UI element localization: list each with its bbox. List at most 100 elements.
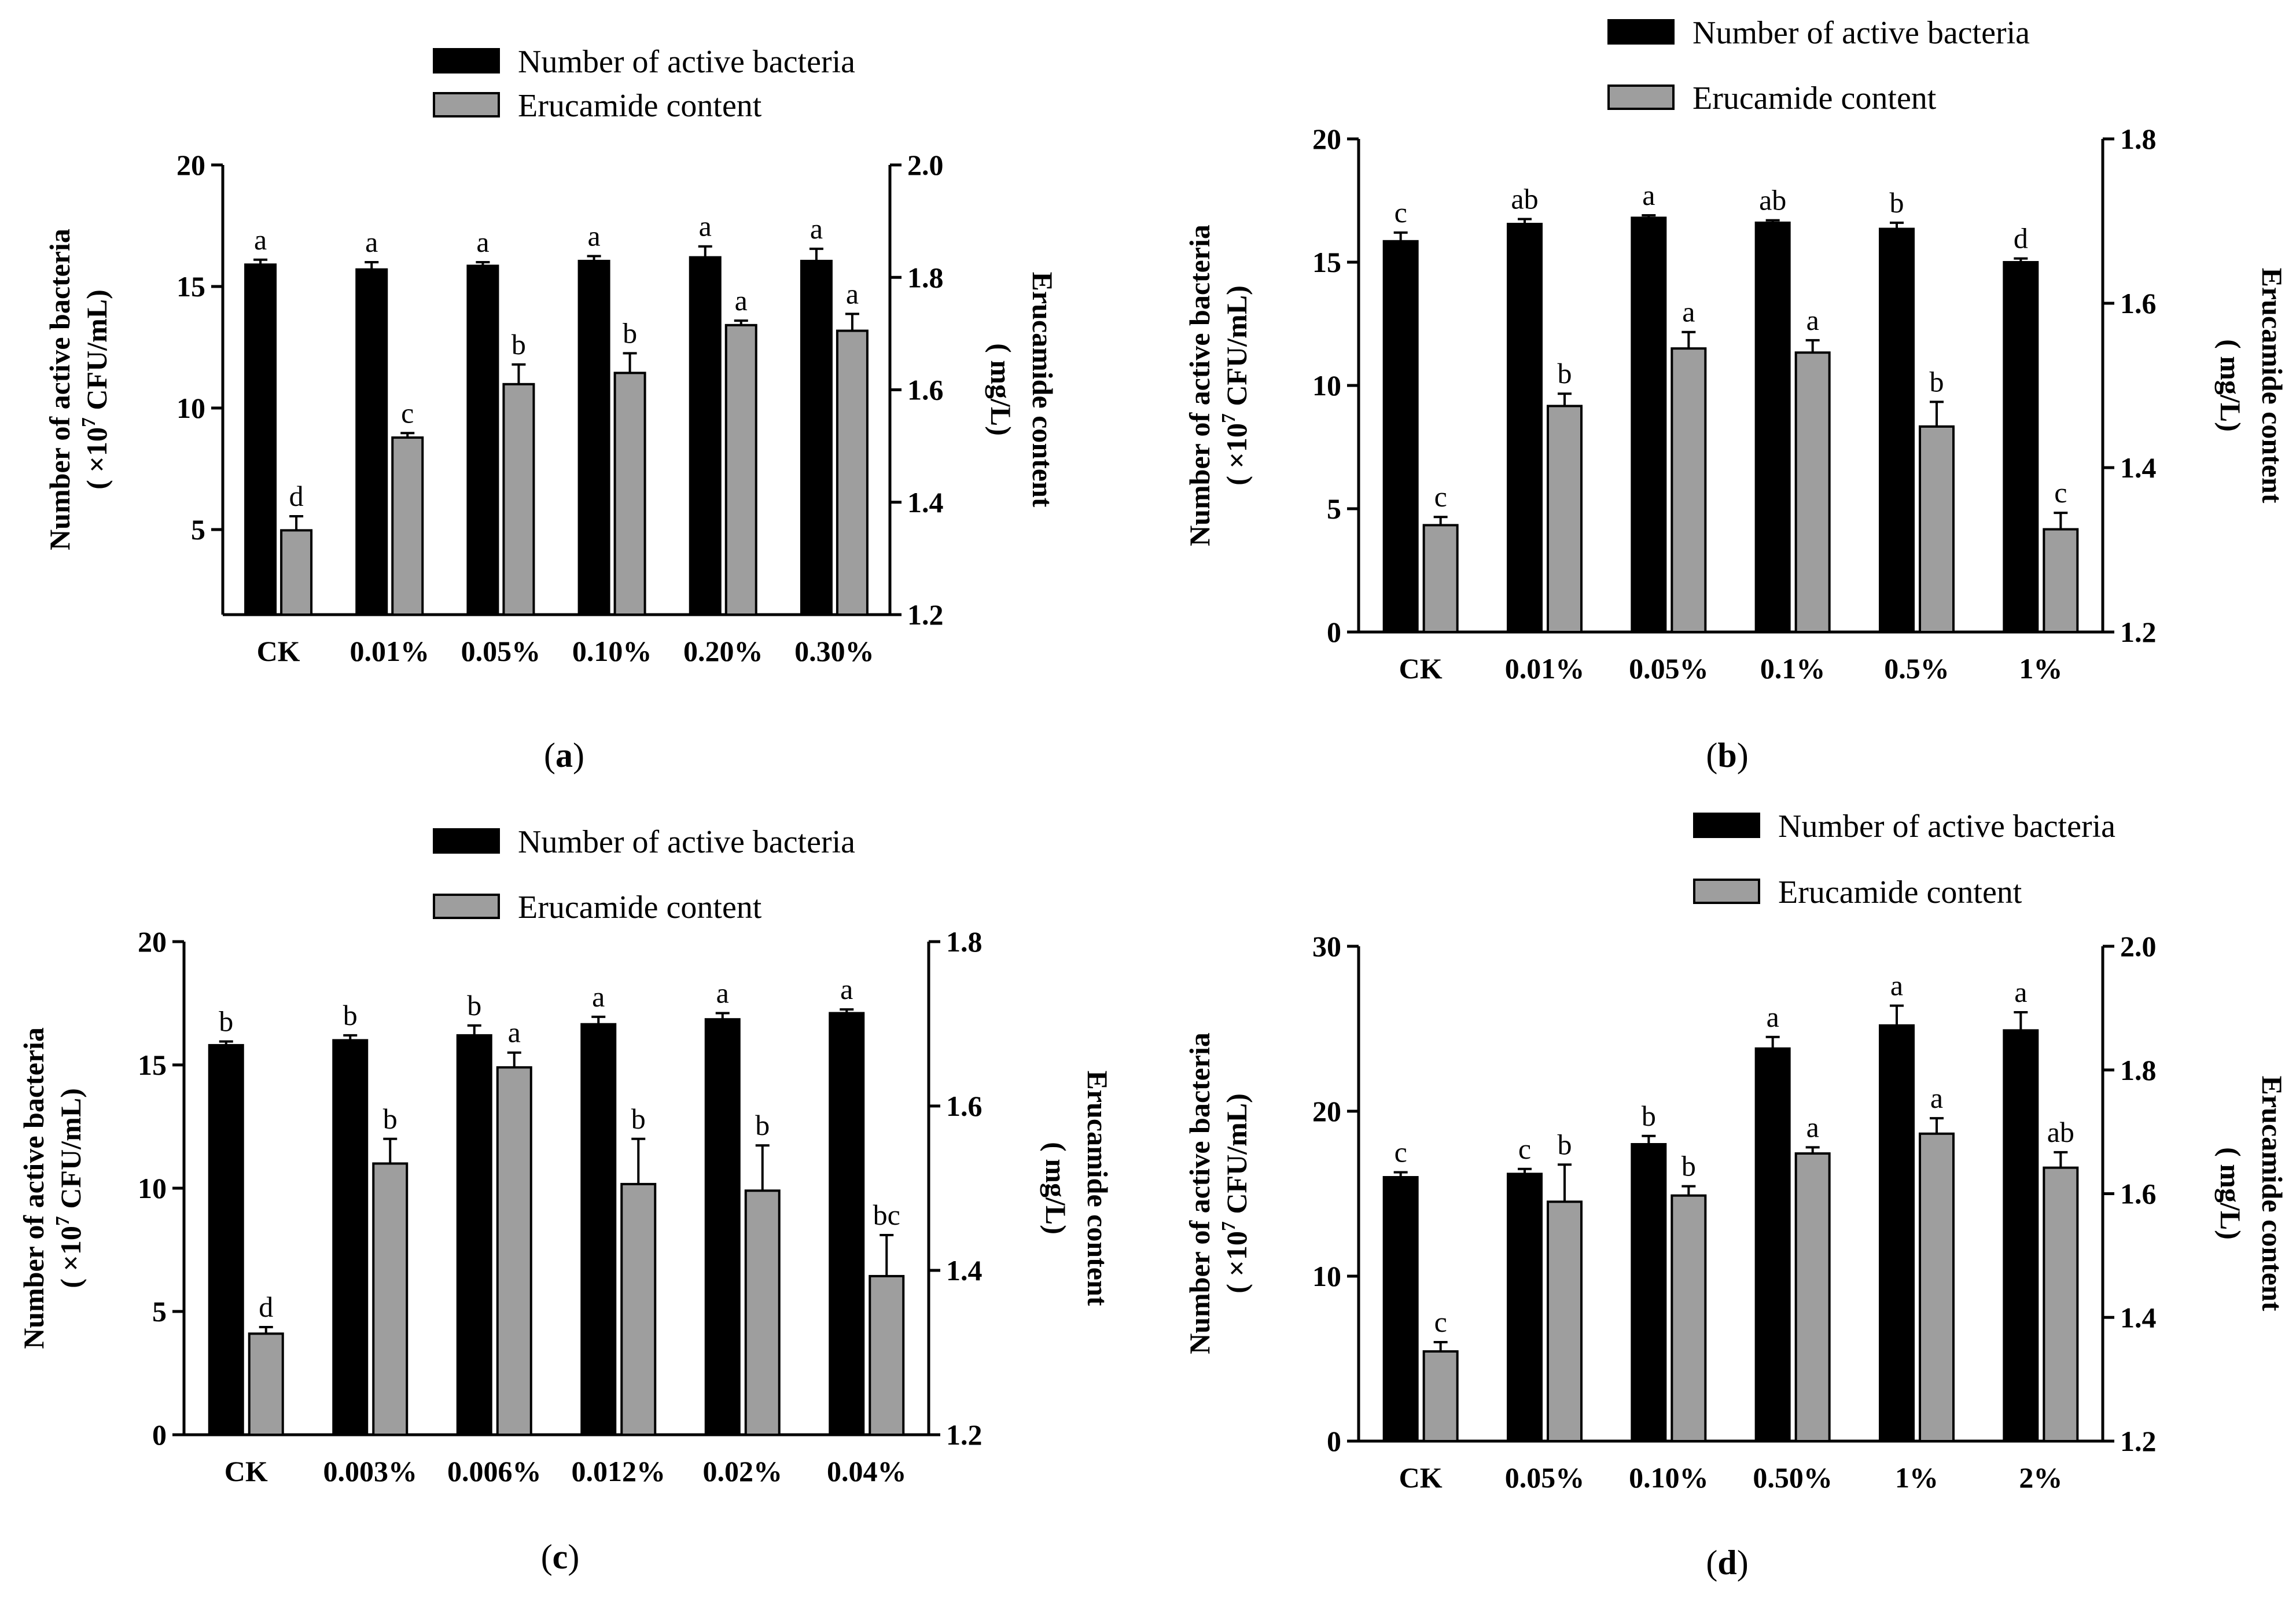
bar-erucamide bbox=[1422, 1350, 1459, 1442]
bar-erucamide bbox=[280, 529, 313, 616]
significance-letter-erucamide: a bbox=[735, 284, 748, 317]
significance-letter-bacteria: c bbox=[1394, 196, 1407, 229]
y-axis-left-label: Number of active bacteria( ×107 CFU/mL) bbox=[1183, 225, 1253, 546]
significance-letter-erucamide: b bbox=[1558, 1128, 1572, 1160]
significance-letter-bacteria: a bbox=[2014, 976, 2027, 1008]
bar-erucamide bbox=[1794, 1152, 1831, 1442]
bar-erucamide bbox=[391, 436, 424, 616]
bar-active-bacteria bbox=[208, 1043, 244, 1436]
y-left-label-line2: ( ×107 CFU/mL) bbox=[78, 289, 113, 489]
significance-letter-bacteria: d bbox=[2014, 222, 2028, 255]
y-right-label-line2: ( mg/L) bbox=[2214, 339, 2247, 432]
y-right-tick-label: 1.6 bbox=[946, 1090, 983, 1122]
significance-letter-bacteria: a bbox=[592, 980, 605, 1013]
significance-letter-bacteria: b bbox=[467, 989, 481, 1022]
x-tick-label: 0.006% bbox=[447, 1455, 542, 1487]
y-right-label-line2: ( mg/L) bbox=[2214, 1147, 2247, 1240]
significance-letter-erucamide: b bbox=[631, 1103, 646, 1135]
bar-erucamide bbox=[613, 372, 646, 616]
x-tick-label: 1% bbox=[2019, 652, 2062, 685]
bar-active-bacteria bbox=[2003, 1029, 2039, 1442]
x-tick-label: 0.30% bbox=[794, 635, 874, 667]
y-left-label-line1: Number of active bacteria bbox=[1183, 225, 1216, 546]
significance-letter-erucamide: d bbox=[289, 480, 304, 512]
y-right-tick-label: 1.4 bbox=[2120, 1301, 2157, 1333]
legend-label-bacteria: Number of active bacteria bbox=[518, 44, 855, 80]
bar-active-bacteria bbox=[689, 256, 722, 616]
bar-erucamide bbox=[2043, 528, 2079, 633]
bar-active-bacteria bbox=[1631, 216, 1667, 633]
y-axis-right-label: Erucamide content ( mg/L) bbox=[1040, 1071, 1114, 1306]
legend-swatch-bacteria bbox=[1607, 19, 1675, 45]
bar-erucamide bbox=[1547, 1200, 1583, 1443]
y-right-label-line1: Erucamide content bbox=[1081, 1071, 1114, 1306]
significance-letter-bacteria: a bbox=[840, 973, 853, 1005]
panel-label: (c) bbox=[541, 1538, 580, 1576]
significance-letter-erucamide: a bbox=[846, 277, 859, 310]
significance-letter-erucamide: b bbox=[1558, 357, 1572, 390]
y-left-tick-label: 20 bbox=[176, 149, 205, 181]
legend-swatch-erucamide bbox=[1693, 879, 1760, 904]
bar-active-bacteria bbox=[1631, 1143, 1667, 1442]
y-left-tick-label: 30 bbox=[1312, 930, 1341, 962]
bar-erucamide bbox=[248, 1332, 284, 1436]
y-axis-right-label: Erucamide content ( mg/L) bbox=[985, 272, 1059, 508]
significance-letter-erucamide: c bbox=[2054, 476, 2067, 509]
significance-letter-erucamide: c bbox=[1434, 480, 1447, 513]
y-right-tick-label: 2.0 bbox=[2120, 930, 2157, 962]
significance-letter-bacteria: b bbox=[1890, 186, 1904, 219]
y-right-tick-label: 1.6 bbox=[907, 374, 944, 406]
significance-letter-bacteria: a bbox=[587, 220, 600, 252]
bar-erucamide bbox=[502, 383, 535, 616]
bar-erucamide bbox=[620, 1182, 657, 1436]
bar-erucamide bbox=[724, 324, 757, 616]
significance-letter-bacteria: a bbox=[1890, 969, 1903, 1002]
bar-active-bacteria bbox=[1754, 221, 1791, 633]
bar-active-bacteria bbox=[456, 1034, 492, 1436]
x-tick-label: 0.012% bbox=[572, 1455, 666, 1487]
bar-erucamide bbox=[2043, 1166, 2079, 1443]
significance-letter-bacteria: a bbox=[699, 210, 712, 242]
y-right-tick-label: 1.8 bbox=[2120, 1054, 2157, 1086]
panel-label: (b) bbox=[1706, 736, 1748, 774]
significance-letter-bacteria: a bbox=[365, 226, 378, 258]
y-right-tick-label: 1.6 bbox=[2120, 1178, 2157, 1210]
bar-erucamide bbox=[869, 1274, 905, 1436]
significance-letter-erucamide: a bbox=[1806, 304, 1819, 336]
bar-erucamide bbox=[496, 1066, 532, 1436]
y-right-label-line2: ( mg/L) bbox=[1040, 1142, 1072, 1234]
x-tick-label: 0.5% bbox=[1884, 652, 1949, 685]
y-left-tick-label: 10 bbox=[176, 392, 205, 424]
legend-label-bacteria: Number of active bacteria bbox=[1692, 15, 2030, 51]
significance-letter-bacteria: b bbox=[219, 1005, 233, 1038]
significance-letter-bacteria: a bbox=[476, 226, 489, 258]
bar-active-bacteria bbox=[1507, 222, 1543, 634]
chart-panel-a: 5 10 15 20 1.2 1.4 1.6 1.8 2.0 a d CK a c 0.01% a b 0.05%… bbox=[43, 44, 1059, 774]
y-left-tick-label: 10 bbox=[1312, 369, 1341, 402]
significance-letter-erucamide: c bbox=[1434, 1306, 1447, 1338]
significance-letter-bacteria: ab bbox=[1759, 184, 1786, 216]
y-right-label-line2: ( mg/L) bbox=[985, 343, 1017, 436]
y-left-label-line1: Number of active bacteria bbox=[43, 229, 76, 550]
legend-label-erucamide: Erucamide content bbox=[518, 88, 762, 124]
significance-letter-bacteria: a bbox=[1642, 179, 1655, 211]
significance-letter-erucamide: ab bbox=[2047, 1116, 2074, 1148]
significance-letter-erucamide: b bbox=[623, 317, 637, 349]
y-left-tick-label: 5 bbox=[191, 513, 205, 546]
bar-active-bacteria bbox=[1382, 1176, 1419, 1442]
significance-letter-erucamide: a bbox=[1930, 1082, 1943, 1114]
bar-active-bacteria bbox=[1754, 1047, 1791, 1442]
y-right-label-line1: Erucamide content bbox=[2256, 268, 2288, 504]
x-tick-label: 0.05% bbox=[1629, 652, 1709, 685]
y-right-tick-label: 1.4 bbox=[2120, 451, 2157, 484]
legend-swatch-bacteria bbox=[433, 828, 500, 854]
bar-active-bacteria bbox=[1879, 1024, 1915, 1443]
significance-letter-bacteria: a bbox=[716, 977, 729, 1009]
significance-letter-bacteria: a bbox=[254, 223, 267, 256]
y-axis-left-label: Number of active bacteria( ×107 CFU/mL) bbox=[17, 1027, 87, 1349]
x-tick-label: CK bbox=[257, 635, 300, 667]
significance-letter-erucamide: d bbox=[259, 1291, 273, 1323]
legend-swatch-erucamide bbox=[433, 894, 500, 919]
significance-letter-erucamide: b bbox=[1930, 365, 1944, 398]
